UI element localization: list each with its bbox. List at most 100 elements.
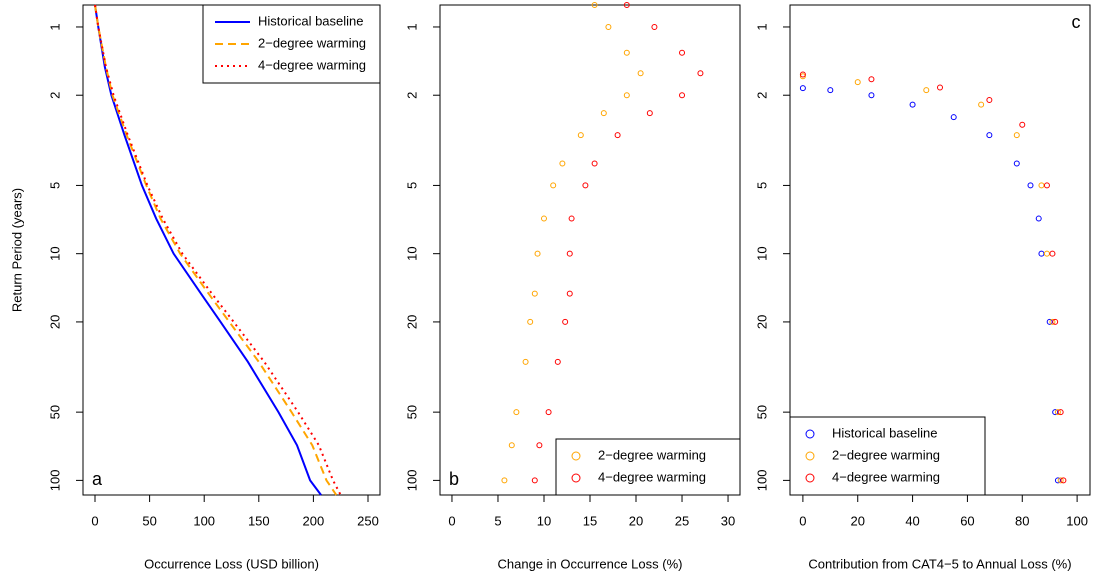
y-tick-label: 1 — [404, 23, 419, 30]
data-point — [646, 110, 653, 117]
x-tick-label: 250 — [357, 513, 379, 528]
plot-frame — [439, 4, 741, 496]
y-tick-label: 50 — [754, 405, 769, 419]
data-point — [527, 318, 534, 325]
data-point — [568, 215, 575, 222]
y-tick-label: 20 — [404, 315, 419, 329]
x-tick-label: 200 — [303, 513, 325, 528]
data-point — [950, 114, 957, 121]
x-tick-label: 100 — [193, 513, 215, 528]
data-point — [508, 442, 515, 449]
data-point — [1049, 318, 1056, 325]
data-point — [513, 409, 520, 416]
legend-label: Historical baseline — [832, 425, 938, 440]
legend-label: 2−degree warming — [598, 447, 706, 462]
data-point — [1038, 250, 1045, 257]
y-tick-label: 2 — [404, 92, 419, 99]
data-point — [582, 182, 589, 189]
data-point — [986, 97, 993, 104]
data-point — [1060, 477, 1067, 484]
data-point — [799, 73, 806, 80]
data-point — [591, 160, 598, 167]
x-tick-label: 20 — [629, 513, 643, 528]
y-tick-label: 5 — [754, 182, 769, 189]
x-axis-title: Contribution from CAT4−5 to Annual Loss … — [808, 556, 1071, 571]
legend-box — [555, 438, 741, 496]
data-point — [1013, 132, 1020, 139]
data-point — [1043, 250, 1050, 257]
data-point — [623, 2, 630, 8]
data-point — [534, 250, 541, 257]
x-tick-label: 100 — [1066, 513, 1088, 528]
data-point — [1057, 409, 1064, 416]
legend-label: 4−degree warming — [832, 469, 940, 484]
data-point — [566, 290, 573, 297]
data-point — [545, 409, 552, 416]
y-tick-label: 100 — [404, 470, 419, 492]
data-point — [679, 92, 686, 99]
legend-label: 4−degree warming — [258, 57, 366, 72]
data-point — [1043, 182, 1050, 189]
legend-box — [789, 416, 986, 496]
data-point — [562, 318, 569, 325]
y-tick-label: 2 — [754, 92, 769, 99]
data-point — [522, 358, 529, 365]
x-tick-label: 60 — [960, 513, 974, 528]
y-tick-label: 100 — [47, 470, 62, 492]
x-tick-label: 0 — [91, 513, 98, 528]
y-tick-label: 20 — [47, 315, 62, 329]
x-tick-label: 5 — [494, 513, 501, 528]
legend-swatch — [571, 473, 581, 483]
y-tick-label: 1 — [754, 23, 769, 30]
y-tick-label: 5 — [404, 182, 419, 189]
y-tick-label: 2 — [47, 92, 62, 99]
data-point — [799, 71, 806, 78]
y-tick-label: 10 — [47, 246, 62, 260]
data-point — [854, 79, 861, 86]
data-line — [94, 4, 342, 496]
data-point — [600, 110, 607, 117]
x-tick-label: 20 — [850, 513, 864, 528]
data-point — [605, 23, 612, 30]
data-point — [540, 215, 547, 222]
data-point — [623, 49, 630, 56]
data-point — [1057, 477, 1064, 484]
x-tick-label: 50 — [142, 513, 156, 528]
data-point — [566, 250, 573, 257]
data-point — [679, 49, 686, 56]
x-tick-label: 15 — [583, 513, 597, 528]
x-tick-label: 0 — [799, 513, 806, 528]
x-tick-label: 150 — [248, 513, 270, 528]
data-point — [501, 477, 508, 484]
x-tick-label: 25 — [675, 513, 689, 528]
data-point — [536, 442, 543, 449]
x-axis-title: Change in Occurrence Loss (%) — [498, 556, 683, 571]
data-point — [1035, 215, 1042, 222]
data-point — [1054, 409, 1061, 416]
data-point — [937, 84, 943, 91]
legend-swatch — [805, 451, 815, 461]
x-tick-label: 80 — [1015, 513, 1029, 528]
data-point — [1027, 182, 1034, 189]
x-tick-label: 10 — [537, 513, 551, 528]
y-tick-label: 20 — [754, 315, 769, 329]
panel-label: b — [449, 469, 459, 489]
data-point — [531, 290, 538, 297]
data-point — [577, 132, 584, 139]
data-point — [614, 132, 621, 139]
data-point — [554, 358, 561, 365]
data-point — [868, 92, 875, 99]
data-point — [531, 477, 538, 484]
legend-label: 2−degree warming — [258, 35, 366, 50]
x-axis-title: Occurrence Loss (USD billion) — [144, 556, 319, 571]
data-point — [978, 101, 985, 108]
x-tick-label: 0 — [448, 513, 455, 528]
data-point — [1049, 250, 1056, 257]
y-tick-label: 50 — [404, 405, 419, 419]
legend-label: 4−degree warming — [598, 469, 706, 484]
y-tick-label: 1 — [47, 23, 62, 30]
data-line — [94, 4, 322, 496]
data-point — [1038, 182, 1045, 189]
data-point — [799, 85, 806, 92]
